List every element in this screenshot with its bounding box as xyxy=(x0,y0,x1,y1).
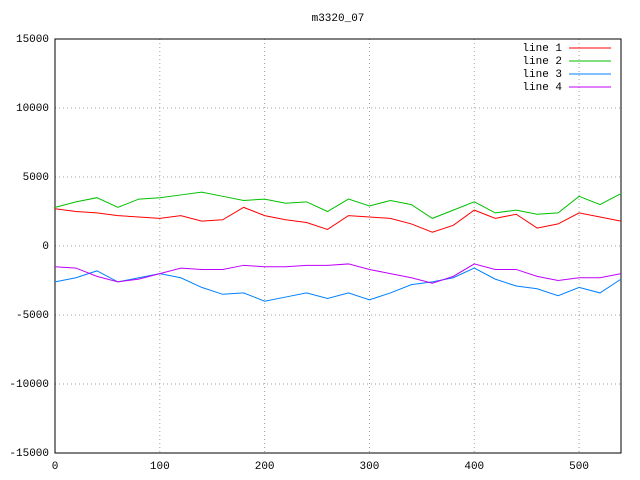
chart-title: m3320_07 xyxy=(312,13,365,25)
y-tick-label: 5000 xyxy=(23,172,49,184)
legend-label: line 4 xyxy=(522,82,562,94)
legend-label: line 1 xyxy=(522,43,562,55)
x-tick-label: 100 xyxy=(150,461,170,473)
line xyxy=(54,191,622,219)
legend-label: line 2 xyxy=(522,56,562,68)
line xyxy=(54,267,622,302)
x-tick-label: 0 xyxy=(52,461,59,473)
y-tick-label: 0 xyxy=(42,241,49,253)
y-tick-label: -15000 xyxy=(9,448,49,460)
x-tick-label: 500 xyxy=(569,461,589,473)
x-tick-label: 200 xyxy=(255,461,275,473)
plot-frame xyxy=(54,38,622,454)
x-tick-label: 400 xyxy=(464,461,484,473)
line xyxy=(54,206,622,233)
y-tick-label: 15000 xyxy=(16,34,49,46)
line xyxy=(54,263,622,284)
y-tick-label: -5000 xyxy=(16,310,49,322)
y-tick-label: 10000 xyxy=(16,103,49,115)
x-tick-label: 300 xyxy=(360,461,380,473)
legend-label: line 3 xyxy=(522,69,562,81)
y-tick-label: -10000 xyxy=(9,379,49,391)
